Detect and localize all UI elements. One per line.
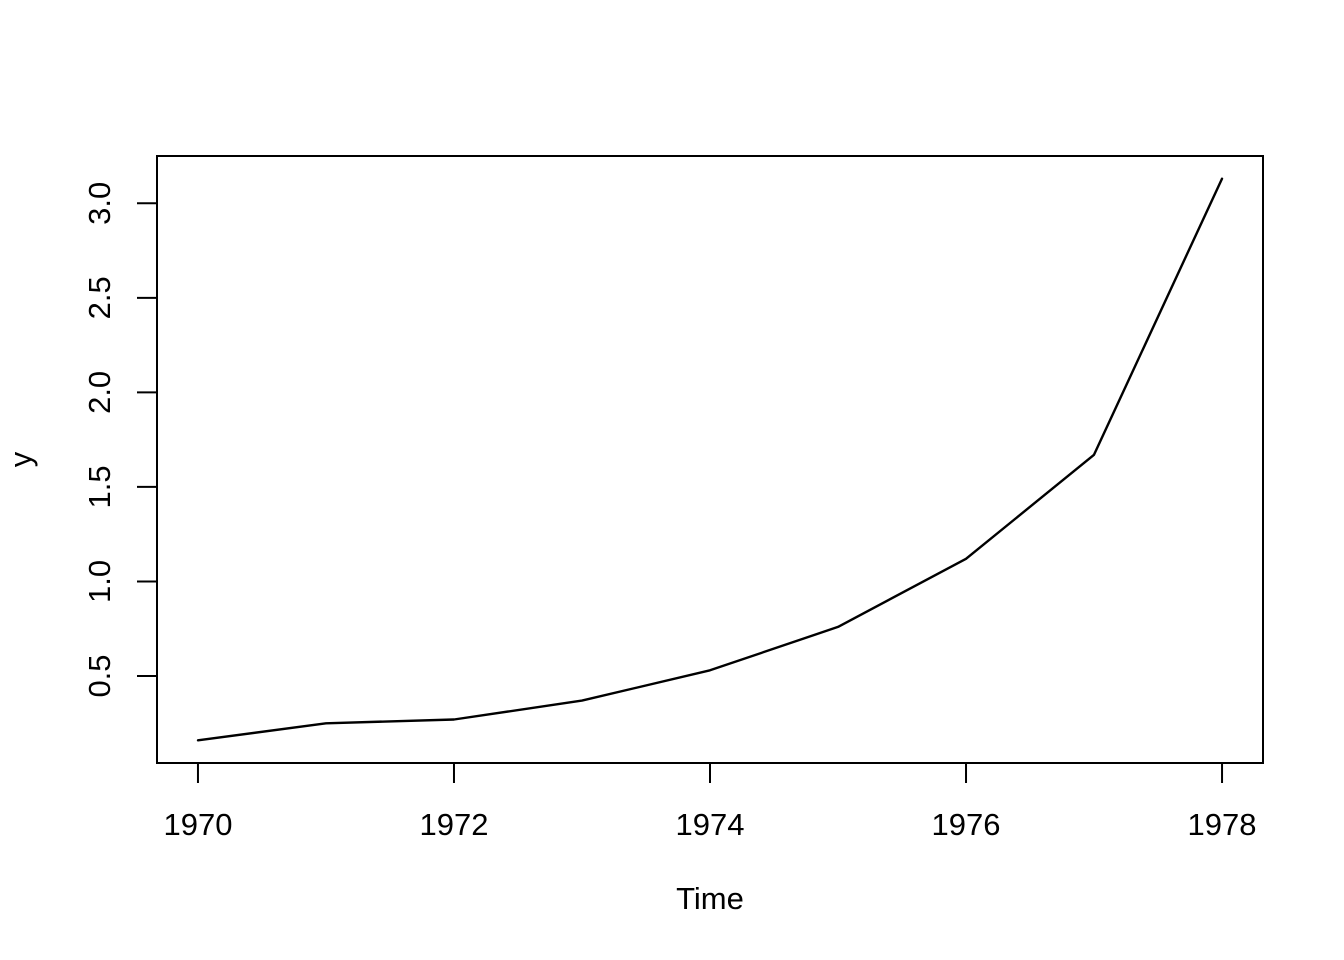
y-tick-label: 0.5 — [82, 654, 117, 697]
y-axis: 0.5 1.0 1.5 2.0 2.5 3.0 — [82, 182, 157, 698]
y-tick-label: 1.5 — [82, 465, 117, 508]
y-tick-label: 2.5 — [82, 276, 117, 319]
plot-box — [156, 155, 1264, 764]
x-tick-label: 1970 — [163, 807, 232, 842]
x-tick-label: 1976 — [932, 807, 1001, 842]
y-tick-label: 3.0 — [82, 182, 117, 225]
y-tick-label: 1.0 — [82, 560, 117, 603]
x-axis: 1970 1972 1974 1976 1978 — [163, 763, 1257, 842]
x-tick-label: 1972 — [419, 807, 488, 842]
x-tick-label: 1974 — [676, 807, 745, 842]
x-tick-label: 1978 — [1188, 807, 1257, 842]
y-tick-label: 2.0 — [82, 371, 117, 414]
y-axis-title: y — [3, 451, 38, 467]
x-axis-title: Time — [676, 881, 744, 916]
series-line — [196, 177, 1224, 742]
